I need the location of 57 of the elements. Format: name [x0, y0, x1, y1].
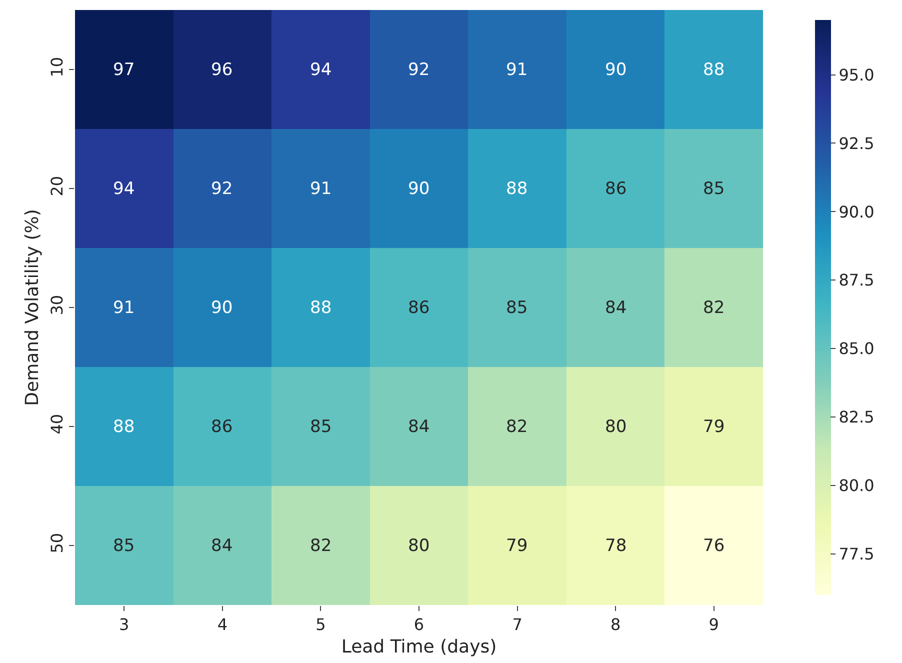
- data-label: 78: [605, 536, 627, 556]
- data-label: 90: [408, 179, 430, 199]
- color-bar-label: 82.5: [838, 408, 874, 427]
- data-label: 80: [605, 417, 627, 437]
- data-label: 82: [703, 298, 725, 318]
- x-tick-label: 3: [119, 615, 130, 634]
- data-label: 85: [506, 298, 528, 318]
- data-label: 84: [211, 536, 233, 556]
- data-label: 91: [506, 60, 528, 80]
- x-tick-label: 9: [708, 615, 719, 634]
- data-label: 88: [113, 417, 135, 437]
- y-tick-label: 10: [48, 56, 67, 78]
- data-label: 91: [310, 179, 332, 199]
- x-tick-label: 8: [610, 615, 621, 634]
- data-label: 80: [408, 536, 430, 556]
- color-bar-label: 80.0: [838, 476, 874, 496]
- data-label: 79: [703, 417, 725, 437]
- x-tick-label: 4: [217, 615, 228, 634]
- data-label: 88: [310, 298, 332, 318]
- color-bar-label: 85.0: [838, 339, 874, 358]
- data-label: 86: [408, 298, 430, 318]
- data-label: 94: [310, 60, 332, 80]
- y-tick-label: 40: [48, 414, 67, 434]
- y-tick-label: 30: [48, 294, 67, 316]
- data-label: 86: [605, 179, 627, 199]
- data-label: 84: [408, 417, 430, 437]
- color-bar-label: 87.5: [838, 270, 874, 290]
- color-bar-label: 77.5: [838, 544, 874, 564]
- data-label: 82: [506, 417, 528, 437]
- data-label: 90: [605, 60, 627, 80]
- color-bar-label: 92.5: [838, 134, 874, 153]
- data-label: 92: [408, 60, 430, 80]
- data-label: 97: [113, 60, 135, 80]
- x-tick-label: 6: [414, 615, 424, 634]
- data-label: 90: [211, 298, 233, 318]
- data-label: 86: [211, 417, 233, 437]
- data-label: 76: [703, 536, 725, 556]
- data-label: 82: [310, 536, 332, 556]
- data-label: 85: [310, 417, 332, 437]
- data-label: 88: [703, 60, 725, 80]
- data-label: 85: [703, 179, 725, 199]
- y-axis-title: Demand Volatility (%): [22, 209, 43, 406]
- data-label: 79: [506, 536, 528, 556]
- data-label: 92: [211, 179, 233, 199]
- data-label: 85: [113, 536, 135, 556]
- data-label: 96: [211, 60, 233, 80]
- x-tick-label: 7: [512, 615, 522, 634]
- data-label: 88: [506, 179, 528, 199]
- data-label: 84: [605, 298, 627, 318]
- x-axis-title: Lead Time (days): [341, 636, 497, 658]
- data-label: 94: [113, 179, 135, 199]
- data-label: 91: [113, 298, 135, 318]
- color-bar-label: 90.0: [838, 202, 874, 222]
- y-tick-label: 20: [48, 176, 67, 196]
- x-tick-label: 5: [316, 615, 326, 634]
- color-bar-label: 95.0: [838, 65, 874, 84]
- y-tick-label: 50: [48, 532, 67, 554]
